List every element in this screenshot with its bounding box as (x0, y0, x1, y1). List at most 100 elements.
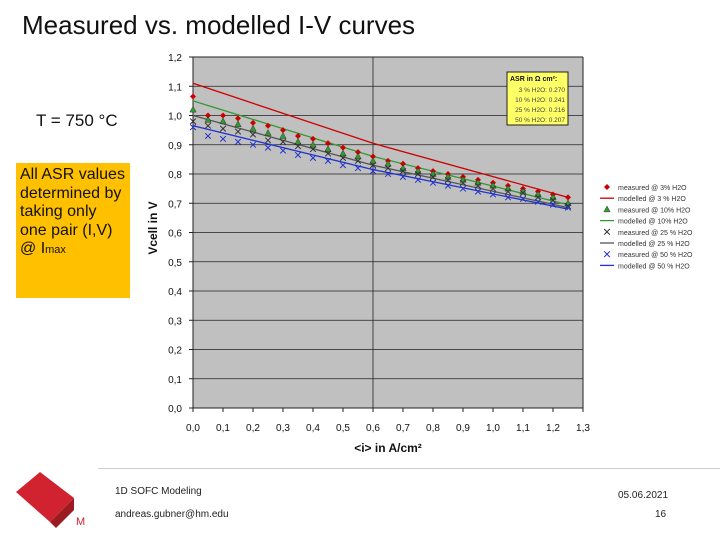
measured-point (295, 132, 301, 139)
measured-point (400, 160, 406, 167)
x-tick-label: 0,0 (186, 423, 200, 434)
measured-point (264, 129, 272, 136)
measured-point (309, 154, 317, 162)
measured-point (279, 132, 287, 139)
measured-point (234, 128, 242, 135)
asr-note-text: All ASR values determined by taking only… (20, 166, 125, 257)
y-tick-label: 0,7 (168, 199, 182, 210)
chart-legend: measured @ 3% H2O modelled @ 3 % H2O measu… (600, 184, 693, 270)
measured-point (474, 182, 482, 189)
legend-marker (603, 251, 611, 258)
y-tick-label: 1,0 (168, 112, 182, 123)
measured-point (324, 145, 332, 152)
y-tick-label: 0,5 (168, 258, 182, 269)
legend-marker (603, 205, 611, 213)
measured-point (219, 117, 227, 125)
measured-point (205, 112, 211, 119)
y-tick-label: 0,4 (168, 287, 182, 298)
legend-label: measured @ 50 % H2O (618, 252, 693, 259)
measured-point (369, 156, 377, 164)
modelled-series-line (192, 82, 569, 199)
measured-point (429, 173, 437, 181)
tick-labels: 0,0 0,1 0,2 0,3 0,4 0,5 0,6 0,7 0,8 0,9 1,0 1,1 1,2 0… (168, 53, 590, 434)
measured-point (249, 141, 257, 148)
legend-label: modelled @ 50 % H2O (618, 263, 690, 270)
measured-point (189, 118, 197, 125)
x-tick-label: 0,7 (396, 423, 410, 434)
footer-course: 1D SOFC Modeling (115, 486, 202, 497)
slide-title: Measured vs. modelled I-V curves (22, 10, 416, 40)
y-tick-label: 0,8 (168, 170, 182, 181)
measured-point (504, 194, 512, 201)
asr-box-row: 10 % H2O: 0.241 (515, 97, 565, 104)
measured-point (429, 179, 437, 186)
measured-point (459, 185, 467, 192)
measured-point (235, 115, 241, 122)
measured-point (324, 157, 332, 164)
legend-label: measured @ 3% H2O (618, 185, 687, 192)
y-tick-label: 0,6 (168, 229, 182, 240)
footer-email: andreas.gubner@hm.edu (115, 509, 229, 520)
measured-point (354, 157, 362, 164)
footer-date: 05.06.2021 (618, 490, 669, 501)
x-tick-label: 1,3 (576, 423, 590, 434)
legend-marker (604, 184, 610, 190)
measured-point (459, 179, 467, 186)
measured-point (249, 131, 257, 138)
asr-box-row: 50 % H2O: 0.207 (515, 117, 565, 124)
measured-point (219, 135, 227, 143)
x-tick-label: 0,4 (306, 423, 320, 434)
y-tick-label: 1,1 (168, 82, 182, 93)
x-tick-label: 0,8 (426, 423, 440, 434)
measured-point (220, 112, 226, 119)
x-tick-label: 0,5 (336, 423, 350, 434)
measured-point (564, 203, 572, 210)
iv-chart: 0,0 0,1 0,2 0,3 0,4 0,5 0,6 0,7 0,8 0,9 1,0 1,1 1,2 0… (146, 53, 693, 455)
measured-point (354, 164, 362, 172)
measured-point (384, 159, 392, 167)
y-tick-label: 0,3 (168, 316, 182, 327)
measured-point (189, 105, 197, 113)
measured-point (355, 149, 361, 156)
measured-point (444, 176, 452, 184)
measured-point (189, 124, 197, 131)
x-tick-label: 0,1 (216, 423, 230, 434)
x-tick-label: 0,6 (366, 423, 380, 434)
legend-marker (603, 228, 611, 235)
asr-box-title: ASR in Ω cm²: (510, 76, 557, 83)
measured-point (279, 138, 287, 145)
x-tick-label: 0,9 (456, 423, 470, 434)
x-tick-label: 0,2 (246, 423, 260, 434)
legend-label: modelled @ 10% H2O (618, 219, 688, 226)
footer-page-number: 16 (655, 509, 667, 520)
measured-point (204, 115, 212, 123)
legend-label: modelled @ 25 % H2O (618, 241, 690, 248)
measured-point (489, 185, 497, 192)
measured-point (340, 144, 346, 151)
measured-point (564, 204, 572, 211)
legend-label: measured @ 25 % H2O (618, 230, 693, 237)
grid-lines (189, 56, 584, 412)
y-tick-label: 0,2 (168, 346, 182, 357)
measured-point (204, 122, 212, 129)
measured-point (279, 147, 287, 154)
measured-point (339, 154, 347, 162)
measured-point (370, 153, 376, 160)
asr-note-box: All ASR values determined by taking only… (16, 163, 130, 298)
measured-point (504, 188, 512, 195)
measured-point (190, 93, 196, 100)
measured-markers (189, 93, 572, 211)
y-tick-label: 0,9 (168, 141, 182, 152)
measured-point (339, 149, 347, 157)
measured-point (264, 137, 272, 144)
measured-point (369, 167, 377, 175)
x-tick-label: 1,0 (486, 423, 500, 434)
legend-label: modelled @ 3 % H2O (618, 196, 686, 203)
measured-point (249, 124, 257, 132)
asr-legend-box: ASR in Ω cm²: 3 % H2O: 0.270 10 % H2O: 0… (506, 71, 569, 126)
y-axis-label: Vcell in V (146, 201, 160, 254)
measured-point (399, 167, 407, 175)
measured-point (265, 122, 271, 129)
measured-point (519, 195, 527, 203)
x-tick-label: 1,1 (516, 423, 530, 434)
